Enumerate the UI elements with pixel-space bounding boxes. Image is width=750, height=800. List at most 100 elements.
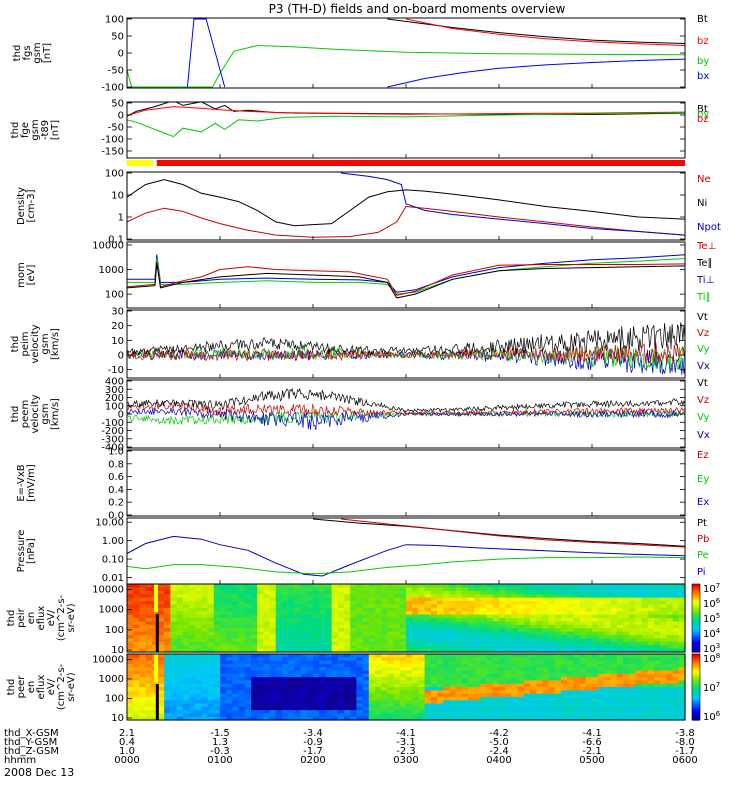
heatmap-cell	[499, 690, 506, 695]
heatmap-cell	[672, 618, 680, 622]
heatmap-cell	[145, 648, 153, 653]
colorbar-swatch	[692, 706, 700, 710]
heatmap-cell	[257, 706, 264, 711]
heatmap-cell	[356, 611, 364, 616]
heatmap-cell	[195, 693, 202, 698]
heatmap-cell	[325, 628, 333, 633]
heatmap-cell	[244, 614, 252, 619]
heatmap-cell	[406, 604, 413, 609]
heatmap-cell	[430, 614, 438, 619]
heatmap-cell	[554, 597, 562, 602]
heatmap-cell	[455, 584, 463, 588]
heatmap-cell	[170, 654, 178, 658]
heatmap-cell	[548, 611, 556, 616]
heatmap-cell	[492, 713, 500, 718]
heatmap-cell	[145, 654, 153, 658]
heatmap-cell	[251, 706, 258, 711]
heatmap-cell	[418, 710, 426, 714]
heatmap-cell	[220, 716, 227, 721]
series-vz	[127, 343, 685, 364]
heatmap-cell	[151, 696, 159, 701]
heatmap-cell	[406, 690, 413, 695]
heatmap-cell	[362, 621, 370, 626]
heatmap-cell	[567, 635, 574, 639]
heatmap-cell	[623, 693, 630, 698]
heatmap-cell	[449, 645, 457, 650]
heatmap-cell	[319, 648, 326, 653]
heatmap-cell	[492, 693, 500, 698]
heatmap-cell	[350, 631, 357, 636]
heatmap-cell	[492, 657, 500, 662]
heatmap-cell	[350, 628, 357, 633]
heatmap-cell	[567, 624, 574, 629]
heatmap-cell	[368, 693, 376, 698]
colorbar-swatch	[692, 695, 700, 699]
heatmap-cell	[468, 660, 475, 665]
heatmap-cell	[573, 638, 581, 643]
heatmap-cell	[139, 611, 147, 616]
heatmap-cell	[468, 677, 475, 681]
heatmap-cell	[368, 663, 376, 668]
heatmap-cell	[424, 624, 432, 629]
heatmap-cell	[399, 628, 407, 633]
heatmap-cell	[356, 693, 364, 698]
heatmap-cell	[189, 645, 196, 650]
heatmap-cell	[164, 597, 171, 602]
heatmap-cell	[641, 670, 649, 675]
heatmap-cell	[424, 597, 432, 602]
heatmap-cell	[455, 673, 463, 678]
heatmap-cell	[294, 706, 302, 711]
heatmap-cell	[306, 677, 314, 681]
heatmap-cell	[604, 673, 612, 678]
heatmap-cell	[406, 601, 413, 605]
heatmap-cell	[151, 618, 159, 622]
heatmap-cell	[182, 706, 190, 711]
heatmap-cell	[455, 667, 463, 672]
heatmap-cell	[356, 713, 364, 718]
heatmap-cell	[288, 683, 295, 688]
heatmap-cell	[263, 667, 271, 672]
heatmap-cell	[344, 607, 351, 612]
heatmap-cell	[530, 716, 537, 721]
heatmap-cell	[511, 713, 519, 718]
heatmap-cell	[530, 693, 537, 698]
heatmap-cell	[145, 703, 153, 708]
heatmap-cell	[220, 590, 227, 595]
heatmap-cell	[424, 594, 432, 599]
heatmap-cell	[517, 621, 525, 626]
legend-bx: bx	[697, 71, 709, 82]
heatmap-cell	[598, 703, 605, 708]
heatmap-cell	[592, 635, 599, 639]
heatmap-cell	[455, 635, 463, 639]
heatmap-cell	[145, 584, 153, 588]
series-vt	[127, 322, 685, 356]
heatmap-cell	[275, 710, 283, 714]
heatmap-cell	[387, 648, 395, 653]
heatmap-cell	[282, 590, 289, 595]
heatmap-cell	[170, 716, 178, 721]
heatmap-cell	[530, 703, 537, 708]
heatmap-cell	[375, 604, 382, 609]
heatmap-cell	[213, 645, 221, 650]
heatmap-cell	[257, 690, 264, 695]
heatmap-cell	[263, 677, 271, 681]
heatmap-cell	[399, 621, 407, 626]
heatmap-cell	[195, 677, 202, 681]
heatmap-cell	[319, 706, 326, 711]
heatmap-cell	[269, 716, 277, 721]
heatmap-cell	[313, 710, 320, 714]
heatmap-cell	[375, 597, 382, 602]
x-tick-label: 0200	[300, 755, 325, 766]
heatmap-cell	[269, 663, 277, 668]
heatmap-cell	[660, 621, 667, 626]
heatmap-cell	[213, 663, 221, 668]
colorbar-swatch	[692, 658, 700, 662]
heatmap-cell	[635, 618, 643, 622]
heatmap-cell	[517, 590, 525, 595]
heatmap-cell	[536, 618, 543, 622]
heatmap-cell	[672, 601, 680, 605]
heatmap-cell	[319, 584, 326, 588]
heatmap-cell	[282, 614, 289, 619]
heatmap-cell	[282, 654, 289, 658]
